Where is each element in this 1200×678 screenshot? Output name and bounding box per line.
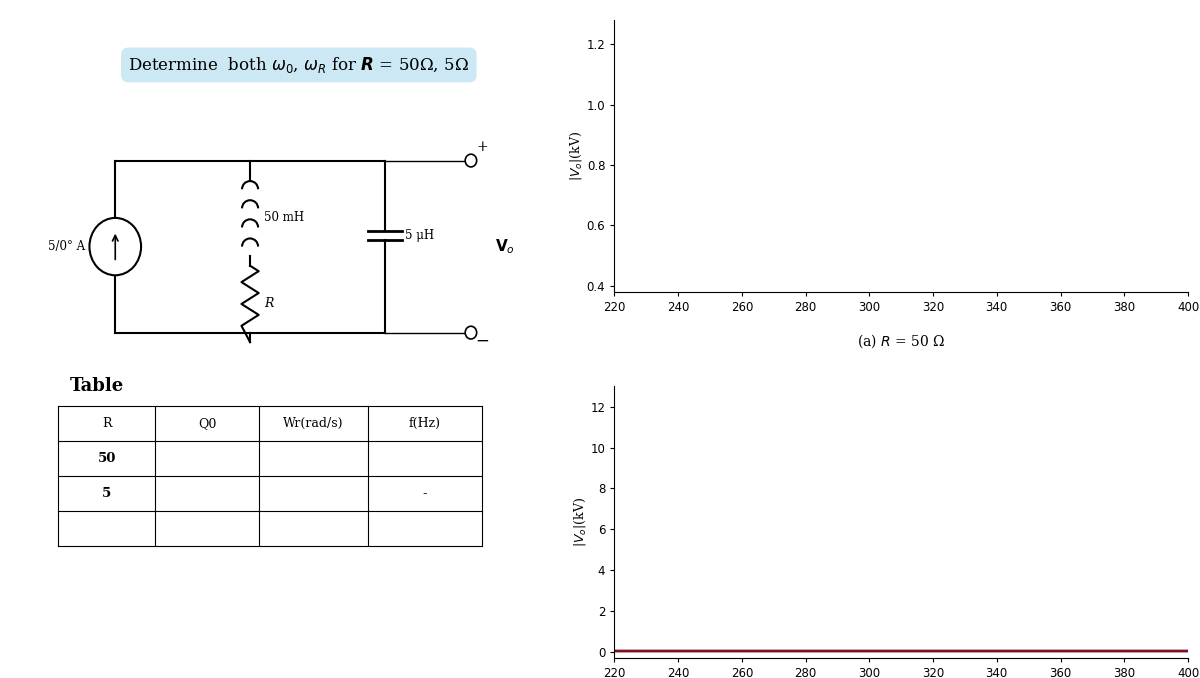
Y-axis label: $|V_o|$(kV): $|V_o|$(kV) [568,131,583,181]
Text: 5 μH: 5 μH [404,228,434,241]
Text: Q0: Q0 [198,417,216,430]
Text: 50: 50 [97,452,116,465]
Text: +: + [476,140,488,154]
Title: (a) $R$ = 50 Ω: (a) $R$ = 50 Ω [857,332,946,350]
Text: Determine  both $\omega_0$, $\omega_R$ for $\boldsymbol{R}$ = 50Ω, 5Ω: Determine both $\omega_0$, $\omega_R$ fo… [128,55,469,75]
Circle shape [466,154,476,167]
Circle shape [466,326,476,339]
Text: Table: Table [70,377,124,395]
Text: Wr(rad/s): Wr(rad/s) [283,417,343,430]
Text: 5: 5 [102,487,112,500]
Text: R: R [102,417,112,430]
Text: −: − [475,332,490,349]
Text: $\mathbf{V}_o$: $\mathbf{V}_o$ [496,237,515,256]
Text: -: - [422,487,427,500]
Y-axis label: $|V_o|$(kV): $|V_o|$(kV) [571,497,588,547]
X-axis label: $f$ (Hz): $f$ (Hz) [1198,669,1200,678]
Text: f(Hz): f(Hz) [409,417,442,430]
Text: 50 mH: 50 mH [264,212,305,224]
Text: R: R [264,298,274,311]
Text: 5/0° A: 5/0° A [48,240,85,253]
X-axis label: $f$ (Hz): $f$ (Hz) [1198,302,1200,317]
Circle shape [90,218,142,275]
